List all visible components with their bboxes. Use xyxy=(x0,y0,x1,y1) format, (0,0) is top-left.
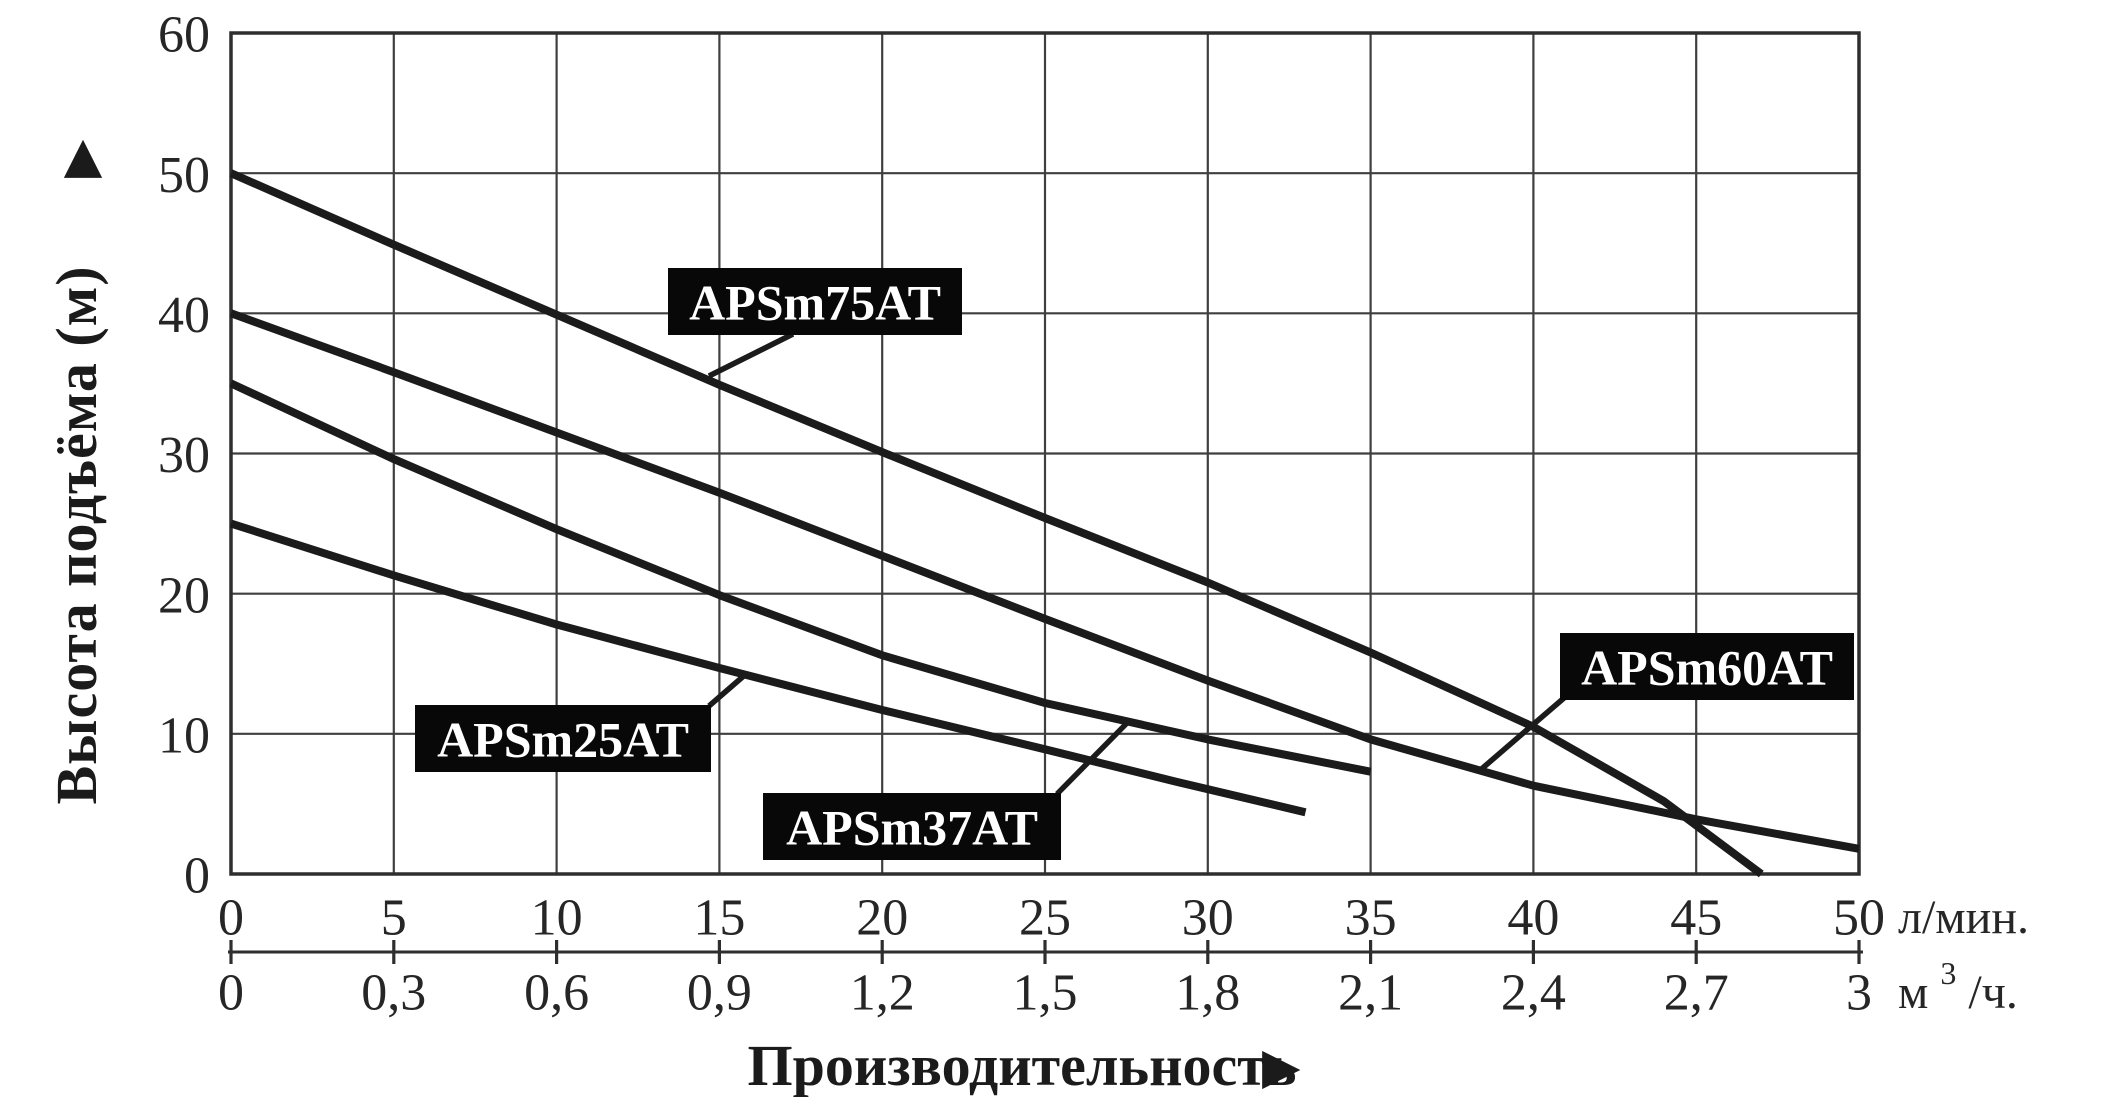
label-box-APSm25AT xyxy=(415,705,711,772)
x-tick-label-m3h-15: 0,9 xyxy=(687,965,752,1022)
label-text-APSm75AT: APSm75AT xyxy=(689,275,941,331)
y-tick-label-0: 0 xyxy=(184,848,210,905)
curve-APSm25AT xyxy=(229,519,1307,817)
x-tick-label-lmin-40: 40 xyxy=(1507,890,1559,947)
x-tick-label-m3h-20: 1,2 xyxy=(850,965,915,1022)
plot-frame xyxy=(229,31,1861,876)
x-tick-label-m3h-35: 2,1 xyxy=(1338,965,1403,1022)
y-axis-arrow-icon: ▶ xyxy=(51,139,107,178)
x-tick-label-lmin-20: 20 xyxy=(856,890,908,947)
y-tick-label-30: 30 xyxy=(158,427,210,484)
y-tick-label-20: 20 xyxy=(158,567,210,624)
x-tick-label-lmin-35: 35 xyxy=(1345,890,1397,947)
x-tick-label-m3h-30: 1,8 xyxy=(1175,965,1240,1022)
leader-APSm60AT xyxy=(1476,695,1566,775)
leader-APSm37AT xyxy=(1055,721,1129,796)
x-tick-label-m3h-0: 0 xyxy=(218,965,244,1022)
x-axis-arrow-icon: ▶ xyxy=(1262,1038,1301,1094)
x-tick-label-lmin-10: 10 xyxy=(531,890,583,947)
x-tick-label-lmin-45: 45 xyxy=(1670,890,1722,947)
x-tick-label-m3h-40: 2,4 xyxy=(1501,965,1566,1022)
label-text-APSm60AT: APSm60AT xyxy=(1581,640,1833,696)
y-tick-label-60: 60 xyxy=(158,7,210,64)
leader-APSm75AT xyxy=(707,331,795,379)
x-tick-label-m3h-25: 1,5 xyxy=(1013,965,1078,1022)
x-tick-label-lmin-0: 0 xyxy=(218,890,244,947)
x-unit-m3h-rest: /ч. xyxy=(1968,966,2017,1019)
x-tick-label-lmin-25: 25 xyxy=(1019,890,1071,947)
y-tick-label-10: 10 xyxy=(158,708,210,765)
chart-generated-layer: 60504030201000050,3100,6150,9201,2251,53… xyxy=(158,7,1885,1022)
x-unit-m3h-sup: 3 xyxy=(1940,955,1956,991)
curve-APSm37AT xyxy=(229,379,1372,776)
x-tick-label-lmin-15: 15 xyxy=(693,890,745,947)
label-box-APSm60AT xyxy=(1560,633,1854,700)
label-text-APSm25AT: APSm25AT xyxy=(437,712,689,768)
x-unit-m3h-base: м xyxy=(1898,966,1928,1019)
label-box-APSm75AT xyxy=(668,268,962,335)
x-unit-m3h: м 3 /ч. xyxy=(1898,942,2018,1019)
x-tick-label-lmin-5: 5 xyxy=(381,890,407,947)
x-tick-label-m3h-5: 0,3 xyxy=(361,965,426,1022)
label-box-APSm37AT xyxy=(763,793,1061,860)
x-tick-label-m3h-10: 0,6 xyxy=(524,965,589,1022)
y-axis-title: Высота подъёма (м) xyxy=(44,265,109,804)
x-tick-label-lmin-30: 30 xyxy=(1182,890,1234,947)
x-tick-label-lmin-50: 50 xyxy=(1833,890,1885,947)
leader-APSm25AT xyxy=(707,671,748,709)
x-axis-title: Производительность xyxy=(748,1033,1297,1097)
x-unit-lmin: л/мин. xyxy=(1898,891,2029,944)
x-tick-label-m3h-50: 3 xyxy=(1846,965,1872,1022)
x-tick-label-m3h-45: 2,7 xyxy=(1664,965,1729,1022)
curve-APSm75AT xyxy=(229,169,1764,878)
y-tick-label-50: 50 xyxy=(158,147,210,204)
y-tick-label-40: 40 xyxy=(158,287,210,344)
label-text-APSm37AT: APSm37AT xyxy=(786,800,1038,856)
curve-APSm60AT xyxy=(229,309,1860,853)
